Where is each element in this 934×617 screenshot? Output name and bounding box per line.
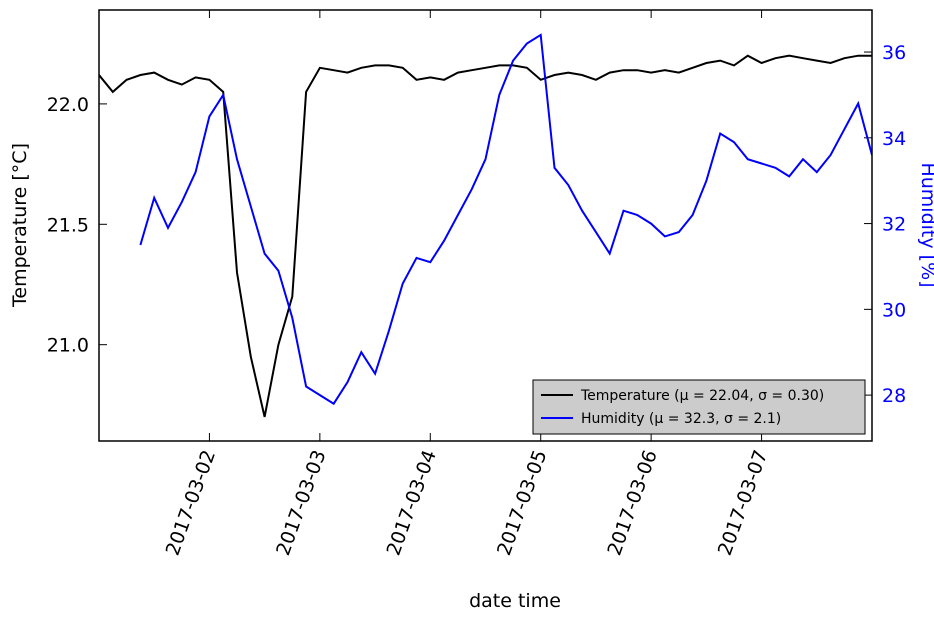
x-tick-label: 2017-03-02 (162, 447, 220, 558)
y-axis-label: Temperature [°C] (9, 143, 31, 308)
y2-tick-label: 30 (882, 299, 906, 321)
series-line (139, 33, 872, 406)
x-tick-label: 2017-03-03 (272, 447, 330, 558)
y-tick-label: 22.0 (47, 94, 89, 116)
y2-tick-label: 36 (882, 42, 906, 64)
y2-tick-label: 34 (882, 128, 906, 150)
y2-tick-label: 28 (882, 385, 906, 407)
legend-box (532, 379, 866, 435)
x-tick-label: 2017-03-07 (714, 447, 772, 558)
y-tick-label: 21.5 (47, 214, 89, 236)
legend-label: Humidity (μ = 32.3, σ = 2.1) (581, 411, 781, 427)
y2-axis-label: Humidity [%] (917, 162, 934, 287)
x-tick-label: 2017-03-05 (493, 447, 551, 558)
x-tick-label: 2017-03-04 (383, 447, 441, 558)
legend-label: Temperature (μ = 22.04, σ = 0.30) (580, 388, 824, 404)
y-tick-label: 21.0 (47, 335, 89, 357)
y2-tick-label: 32 (882, 214, 906, 236)
series-line (99, 54, 872, 418)
x-axis-label: date time (469, 590, 561, 612)
plot-frame (98, 9, 873, 442)
x-tick-label: 2017-03-06 (603, 447, 661, 558)
